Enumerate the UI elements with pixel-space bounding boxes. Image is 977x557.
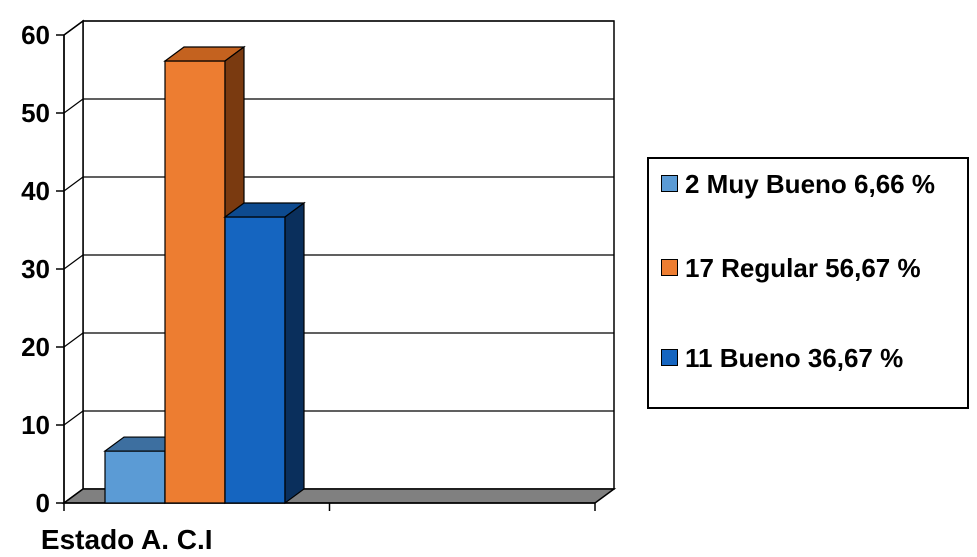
y-tick-label: 50: [21, 98, 50, 128]
y-tick-label: 0: [36, 488, 50, 518]
y-tick-label: 10: [21, 410, 50, 440]
legend-item-bueno: 11 Bueno 36,67 %: [661, 341, 975, 375]
y-tick-label: 20: [21, 332, 50, 362]
gridline: [63, 98, 614, 114]
x-category-label: Estado A. C.I: [41, 524, 213, 555]
legend: 2 Muy Bueno 6,66 % 17 Regular 56,67 % 11…: [647, 157, 969, 409]
plot-walls: [61, 19, 617, 505]
legend-swatch-muy-bueno: [661, 175, 678, 192]
y-tick-label: 40: [21, 176, 50, 206]
bar-front: [224, 216, 286, 504]
y-tick-labels: 0 10 20 30 40 50 60: [21, 20, 50, 518]
bar-front: [104, 450, 166, 504]
gridline: [63, 410, 614, 426]
x-category-labels: Estado A. C.I: [41, 524, 213, 555]
bar-3: [223, 201, 306, 505]
legend-label-bueno: 11 Bueno 36,67 %: [685, 343, 904, 373]
y-tick-label: 60: [21, 20, 50, 50]
legend-label-regular: 17 Regular 56,67 %: [685, 253, 921, 283]
legend-swatch-regular: [661, 259, 678, 276]
legend-item-regular: 17 Regular 56,67 %: [661, 251, 975, 285]
bars: [103, 45, 306, 505]
gridline: [63, 20, 614, 36]
bar-front: [164, 60, 226, 504]
gridline: [63, 176, 614, 192]
legend-label-muy-bueno: 2 Muy Bueno 6,66 %: [685, 169, 935, 199]
gridlines: [63, 20, 614, 426]
gridline: [63, 332, 614, 348]
gridline: [63, 254, 614, 270]
bar-side: [284, 201, 305, 505]
legend-item-muy-bueno: 2 Muy Bueno 6,66 %: [661, 167, 975, 201]
legend-swatch-bueno: [661, 349, 678, 366]
y-tick-label: 30: [21, 254, 50, 284]
